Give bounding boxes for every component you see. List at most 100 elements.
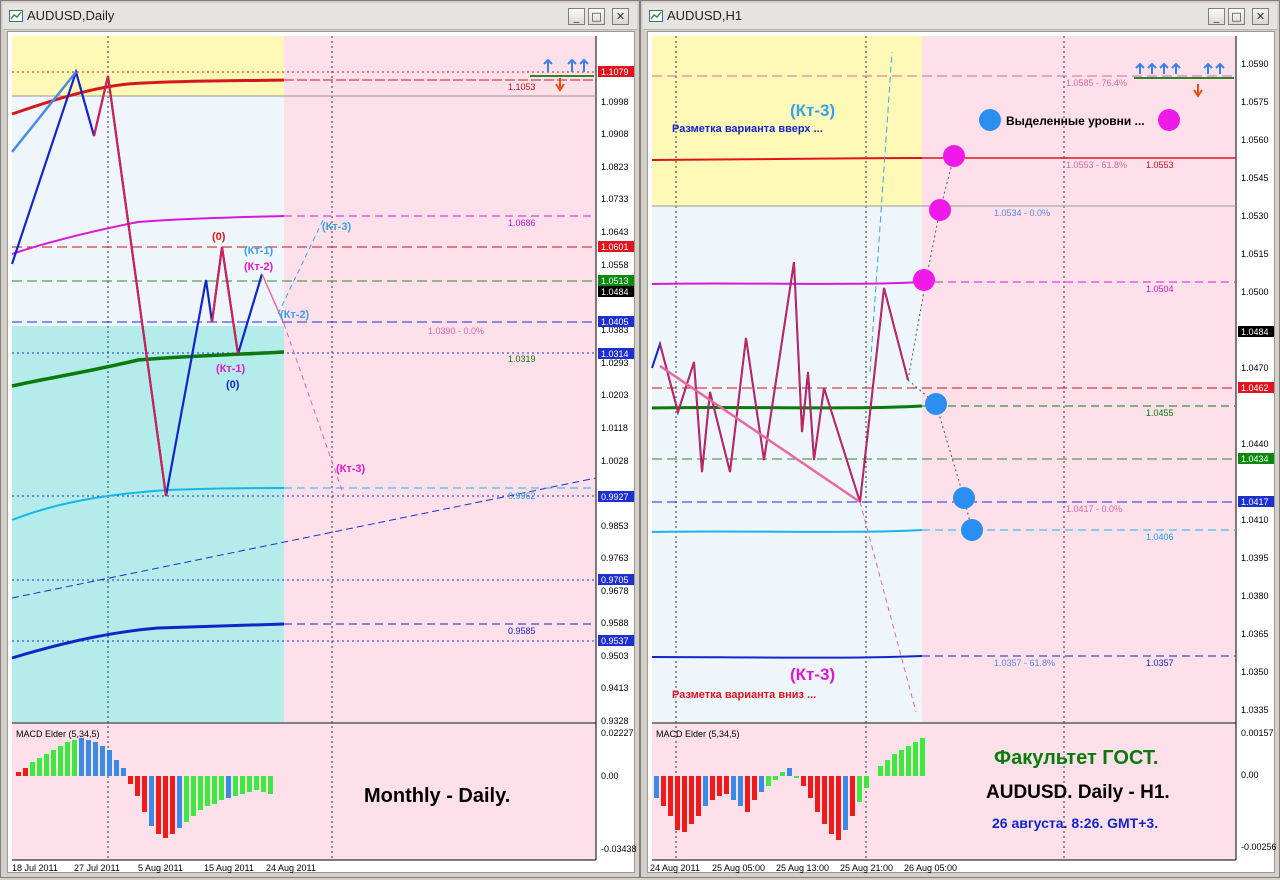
- macd-bar: [205, 776, 210, 806]
- signal-arrows: [1134, 62, 1234, 98]
- price-label: 1.0203: [601, 390, 629, 400]
- zigzag-red: [859, 287, 909, 503]
- zigzag-pink: [261, 273, 285, 325]
- price-label: 1.0293: [601, 358, 629, 368]
- level-note: 1.0357: [1146, 658, 1174, 668]
- wave-label: (0): [226, 379, 240, 391]
- zone-yellow: [652, 36, 922, 206]
- macd-bar: [149, 776, 154, 826]
- price-tag: [598, 491, 634, 502]
- price-label: 1.0558: [601, 260, 629, 270]
- wave-label: (0): [212, 231, 226, 243]
- maximize-button[interactable]: □: [1228, 8, 1245, 25]
- macd-title: MACD Elder (5,34,5): [656, 729, 740, 739]
- macd-bar: [198, 776, 203, 810]
- macd-bar: [899, 750, 904, 776]
- chart-area[interactable]: (Кт-3) Разметка варианта вверх ... Выдел…: [647, 31, 1277, 874]
- minimize-button[interactable]: _: [568, 8, 585, 25]
- macd-bar: [247, 776, 252, 792]
- price-label: 1.0515: [1241, 249, 1269, 259]
- price-label: 1.0560: [1241, 135, 1269, 145]
- level-marker: [925, 393, 947, 415]
- price-tag-text: 1.0434: [1241, 454, 1269, 464]
- macd-scale-label: 0.02227: [601, 728, 634, 738]
- price-scale: 1.0590 1.0575 1.0560 1.0545 1.0530 1.051…: [1241, 59, 1269, 715]
- minimize-button[interactable]: _: [1208, 8, 1225, 25]
- date-label: 15 Aug 2011: [204, 863, 254, 873]
- ma-red: [11, 78, 285, 116]
- level-note: 1.0455: [1146, 408, 1174, 418]
- macd-bar: [794, 776, 799, 778]
- projection-up: [869, 51, 893, 373]
- macd-title: MACD Elder (5,34,5): [16, 729, 100, 739]
- ma-green: [11, 350, 285, 388]
- macd-bar: [177, 776, 182, 828]
- macd-bar: [857, 776, 862, 802]
- date-label: 25 Aug 21:00: [840, 863, 893, 873]
- macd-bar: [731, 776, 736, 800]
- date-label: 18 Jul 2011: [12, 863, 58, 873]
- maximize-button[interactable]: □: [588, 8, 605, 25]
- h1-chart[interactable]: (Кт-3) Разметка варианта вверх ... Выдел…: [648, 32, 1277, 874]
- macd-bar: [114, 760, 119, 776]
- ma-blue: [651, 655, 923, 659]
- macd-bar: [254, 776, 259, 790]
- titlebar[interactable]: AUDUSD,Daily _ □ ✕: [3, 3, 637, 30]
- price-tag: [1238, 382, 1274, 393]
- price-label: 1.0440: [1241, 439, 1269, 449]
- macd-bar: [661, 776, 666, 806]
- macd-bar: [682, 776, 687, 832]
- wave-label: (Кт-3): [790, 101, 835, 120]
- price-tag-text: 1.0405: [601, 317, 629, 327]
- macd-bar: [815, 776, 820, 812]
- price-label: 1.0383: [601, 325, 629, 335]
- level-note: 0.9585: [508, 626, 536, 636]
- price-label: 1.0823: [601, 162, 629, 172]
- macd-bar: [906, 746, 911, 776]
- price-label: 0.9413: [601, 683, 629, 693]
- macd-bar: [759, 776, 764, 792]
- ma-magenta: [11, 215, 285, 255]
- macd-bar: [654, 776, 659, 798]
- macd-scale-label: 0.00: [601, 771, 619, 781]
- macd-bar: [121, 768, 126, 776]
- macd-bar: [86, 740, 91, 776]
- close-button[interactable]: ✕: [612, 8, 629, 25]
- tagged-price-labels: 1.0484 1.0462 1.0434 1.0417: [1238, 326, 1274, 507]
- close-button[interactable]: ✕: [1252, 8, 1269, 25]
- level-note: 1.0390 - 0.0%: [428, 326, 484, 336]
- macd-bar: [920, 738, 925, 776]
- macd-bar: [738, 776, 743, 806]
- annotation: Разметка варианта вверх ...: [672, 123, 823, 135]
- macd-bar: [44, 754, 49, 776]
- wave-label: (Кт-2): [244, 261, 274, 273]
- price-label: 1.0545: [1241, 173, 1269, 183]
- price-tag: [598, 241, 634, 252]
- price-label: 0.9503: [601, 651, 629, 661]
- price-label: 1.0470: [1241, 363, 1269, 373]
- date-label: 24 Aug 2011: [650, 863, 700, 873]
- macd-bar: [668, 776, 673, 816]
- caption-instrument: AUDUSD. Daily - H1.: [986, 782, 1170, 803]
- level-note: 1.0357 - 61.8%: [994, 658, 1055, 668]
- macd-bar: [829, 776, 834, 834]
- price-tag: [598, 316, 634, 327]
- level-note: 1.0417 - 0.0%: [1066, 504, 1122, 514]
- macd-scale-label: 0.00: [1241, 770, 1259, 780]
- daily-chart[interactable]: 1.1053 1.0686 1.0390 - 0.0% 1.0319 0.996…: [8, 32, 637, 874]
- chart-area[interactable]: 1.1053 1.0686 1.0390 - 0.0% 1.0319 0.996…: [7, 31, 637, 874]
- annotation: Разметка варианта вниз ...: [672, 689, 816, 701]
- price-label: 1.0575: [1241, 97, 1269, 107]
- macd-bar: [23, 768, 28, 776]
- level-note: 1.0319: [508, 354, 536, 364]
- macd-bar: [268, 776, 273, 794]
- wave-label: (Кт-1): [244, 245, 274, 257]
- window-title: AUDUSD,Daily: [27, 8, 115, 23]
- titlebar[interactable]: AUDUSD,H1 _ □ ✕: [643, 3, 1277, 30]
- wave-label: (Кт-2): [280, 309, 310, 321]
- trend-line-pink: [659, 364, 861, 504]
- ma-magenta: [651, 281, 923, 285]
- macd-bar: [191, 776, 196, 816]
- level-note: 1.1053: [508, 82, 536, 92]
- macd-bar: [766, 776, 771, 786]
